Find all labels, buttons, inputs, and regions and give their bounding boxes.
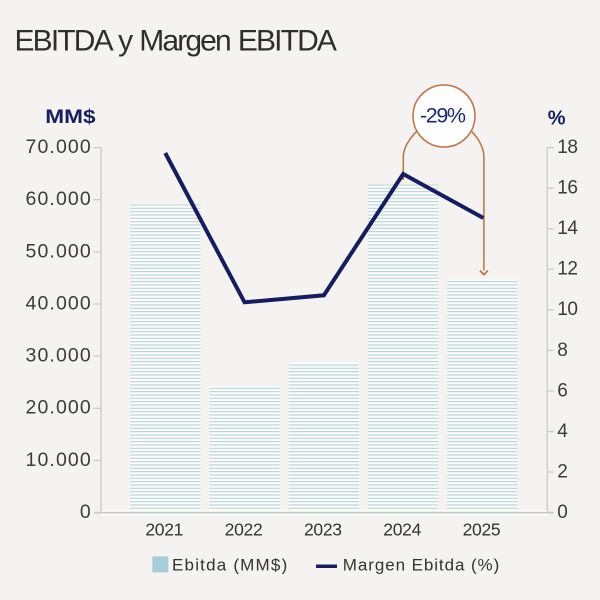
svg-text:2021: 2021 [145, 519, 183, 539]
svg-text:30.000: 30.000 [26, 344, 92, 366]
svg-text:70.000: 70.000 [26, 136, 92, 158]
svg-text:2024: 2024 [383, 519, 421, 539]
svg-text:50.000: 50.000 [26, 240, 92, 262]
svg-text:0: 0 [80, 501, 92, 523]
svg-text:60.000: 60.000 [26, 188, 92, 210]
svg-text:20.000: 20.000 [26, 397, 92, 419]
svg-text:Margen Ebitda (%): Margen Ebitda (%) [343, 556, 500, 575]
svg-text:10: 10 [557, 299, 577, 320]
svg-text:10.000: 10.000 [26, 449, 92, 471]
svg-text:Ebitda (MM$): Ebitda (MM$) [172, 556, 288, 575]
svg-text:6: 6 [557, 380, 567, 401]
svg-text:2022: 2022 [225, 519, 263, 539]
svg-text:18: 18 [557, 137, 577, 158]
svg-text:12: 12 [557, 259, 577, 280]
svg-text:8: 8 [557, 340, 567, 361]
svg-text:2025: 2025 [463, 519, 501, 539]
svg-text:EBITDA y Margen EBITDA: EBITDA y Margen EBITDA [15, 25, 337, 58]
svg-text:%: % [548, 107, 566, 129]
svg-text:4: 4 [557, 421, 568, 442]
svg-text:MM$: MM$ [45, 107, 96, 128]
svg-text:0: 0 [557, 502, 567, 523]
svg-text:2: 2 [557, 461, 567, 482]
svg-text:14: 14 [557, 218, 578, 239]
svg-text:40.000: 40.000 [26, 292, 92, 314]
svg-text:16: 16 [557, 178, 577, 199]
svg-text:-29%: -29% [420, 104, 466, 128]
svg-text:2023: 2023 [304, 519, 342, 539]
